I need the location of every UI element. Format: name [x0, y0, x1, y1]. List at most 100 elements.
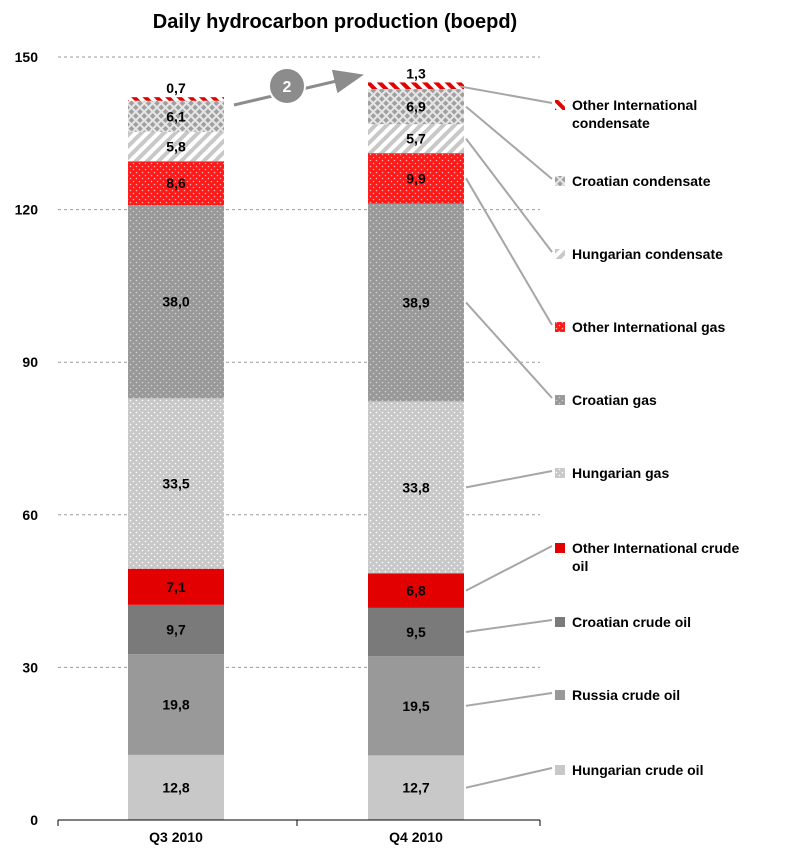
legend-item-croatian-condensate: Croatian condensate [555, 173, 711, 189]
data-label: 38,0 [162, 294, 189, 310]
legend-swatch [555, 617, 565, 627]
legend-item-croatian-crude-oil: Croatian crude oil [555, 614, 691, 630]
bar-segment-other-international-gas [368, 153, 464, 204]
x-axis: Q3 2010 Q4 2010 [57, 819, 541, 845]
bar-segment-croatian-condensate [128, 100, 224, 132]
bar-segment-other-international-condensate [128, 97, 224, 101]
legend-swatch [555, 543, 565, 553]
data-label: 5,7 [406, 131, 426, 147]
bar-segment-croatian-gas [128, 205, 224, 399]
y-axis: 0 30 60 90 120 150 [15, 49, 39, 828]
y-tick-label: 0 [30, 812, 38, 828]
legend-item-croatian-gas: Croatian gas [555, 392, 657, 408]
data-label: 5,8 [166, 139, 186, 155]
legend-swatch [555, 100, 565, 110]
leader-line-other-international-condensate [459, 85, 553, 104]
legend-label: oil [572, 558, 588, 574]
bar-segment-hungarian-crude-oil [128, 754, 224, 820]
bar-segment-croatian-condensate [368, 89, 464, 125]
legend-label: condensate [572, 115, 650, 131]
data-label: 19,8 [162, 697, 189, 713]
bar-segment-other-international-gas [128, 161, 224, 206]
leader-line-russia-crude-oil [465, 692, 553, 707]
annotation-badge [268, 67, 306, 105]
legend-label: Hungarian condensate [572, 246, 723, 262]
bar-segment-croatian-gas [368, 203, 464, 402]
bar-segment-croatian-crude-oil [368, 607, 464, 657]
leader-line-other-international-crude-oil [465, 545, 553, 592]
legend-item-other-international-gas: Other International gas [555, 319, 725, 335]
data-label: 6,1 [166, 108, 186, 124]
legend-label: Hungarian crude oil [572, 762, 703, 778]
data-label: 12,8 [162, 779, 189, 795]
annotation-badge-label: 2 [283, 79, 292, 96]
legend-swatch [555, 690, 565, 700]
chart-title: Daily hydrocarbon production (boepd) [153, 11, 517, 33]
bar-segment-croatian-crude-oil [128, 604, 224, 655]
y-tick-label: 120 [15, 202, 39, 218]
bar-segment-other-international-crude-oil [128, 568, 224, 605]
legend-label: Croatian gas [572, 392, 657, 408]
bar-segment-other-international-crude-oil [368, 573, 464, 608]
leader-line-croatian-gas [465, 301, 553, 399]
data-label: 6,9 [406, 99, 426, 115]
y-tick-label: 30 [22, 659, 38, 675]
legend-swatch [555, 249, 565, 259]
data-label: 38,9 [402, 294, 429, 310]
y-tick-label: 60 [22, 507, 38, 523]
legend-item-hungarian-crude-oil: Hungarian crude oil [555, 762, 703, 778]
legend-label: Other International gas [572, 319, 725, 335]
bar-segment-hungarian-crude-oil [368, 755, 464, 820]
bar-segment-russia-crude-oil [368, 656, 464, 756]
bars: 12,8 19,8 9,7 7,1 33,5 38,0 8,6 5,8 6,1 0,7 12,7 19… [128, 65, 464, 820]
legend-label: Hungarian gas [572, 465, 669, 481]
data-label: 9,9 [406, 170, 426, 186]
leader-line-hungarian-gas [465, 470, 553, 489]
legend-label: Croatian condensate [572, 173, 711, 189]
data-label: 7,1 [166, 579, 186, 595]
legend-item-other-international-crude-oil: Other International crude oil [555, 540, 739, 574]
legend-swatch [555, 322, 565, 332]
leader-line-croatian-condensate [465, 105, 553, 180]
annotation: 2 [233, 67, 364, 107]
legend-item-hungarian-condensate: Hungarian condensate [555, 246, 723, 262]
legend-label: Other International [572, 97, 697, 113]
data-label: 0,7 [166, 80, 186, 96]
x-tick-label: Q4 2010 [389, 829, 443, 845]
legend-label: Croatian crude oil [572, 614, 691, 630]
leader-line-hungarian-condensate [465, 138, 553, 253]
data-label: 9,7 [166, 622, 186, 638]
bar-segment-hungarian-condensate [128, 131, 224, 162]
legend-swatch [555, 468, 565, 478]
legend-leader-lines [459, 85, 553, 789]
bar-segment-hungarian-gas [368, 401, 464, 574]
bar-segment-other-international-condensate [368, 82, 464, 90]
legend-swatch [555, 765, 565, 775]
legend-item-other-international-condensate: Other International condensate [555, 97, 697, 131]
data-label: 19,5 [402, 698, 429, 714]
data-label: 9,5 [406, 624, 426, 640]
y-tick-label: 90 [22, 354, 38, 370]
data-label: 33,8 [402, 479, 429, 495]
data-label: 6,8 [406, 583, 426, 599]
legend-swatch [555, 176, 565, 186]
legend-swatch [555, 395, 565, 405]
x-tick-label: Q3 2010 [149, 829, 203, 845]
legend: Hungarian crude oil Russia crude oil Croat… [555, 97, 739, 778]
legend-item-russia-crude-oil: Russia crude oil [555, 687, 680, 703]
leader-line-other-international-gas [465, 177, 553, 326]
bar-segment-hungarian-gas [128, 398, 224, 569]
bar-segment-hungarian-condensate [368, 124, 464, 154]
data-label: 1,3 [406, 65, 426, 81]
y-tick-label: 150 [15, 49, 39, 65]
bar-segment-russia-crude-oil [128, 654, 224, 755]
leader-line-hungarian-crude-oil [465, 767, 553, 789]
data-label: 12,7 [402, 780, 429, 796]
data-label: 33,5 [162, 476, 189, 492]
data-label: 8,6 [166, 175, 186, 191]
legend-label: Other International crude [572, 540, 739, 556]
legend-item-hungarian-gas: Hungarian gas [555, 465, 669, 481]
leader-line-croatian-crude-oil [465, 619, 553, 634]
legend-label: Russia crude oil [572, 687, 680, 703]
